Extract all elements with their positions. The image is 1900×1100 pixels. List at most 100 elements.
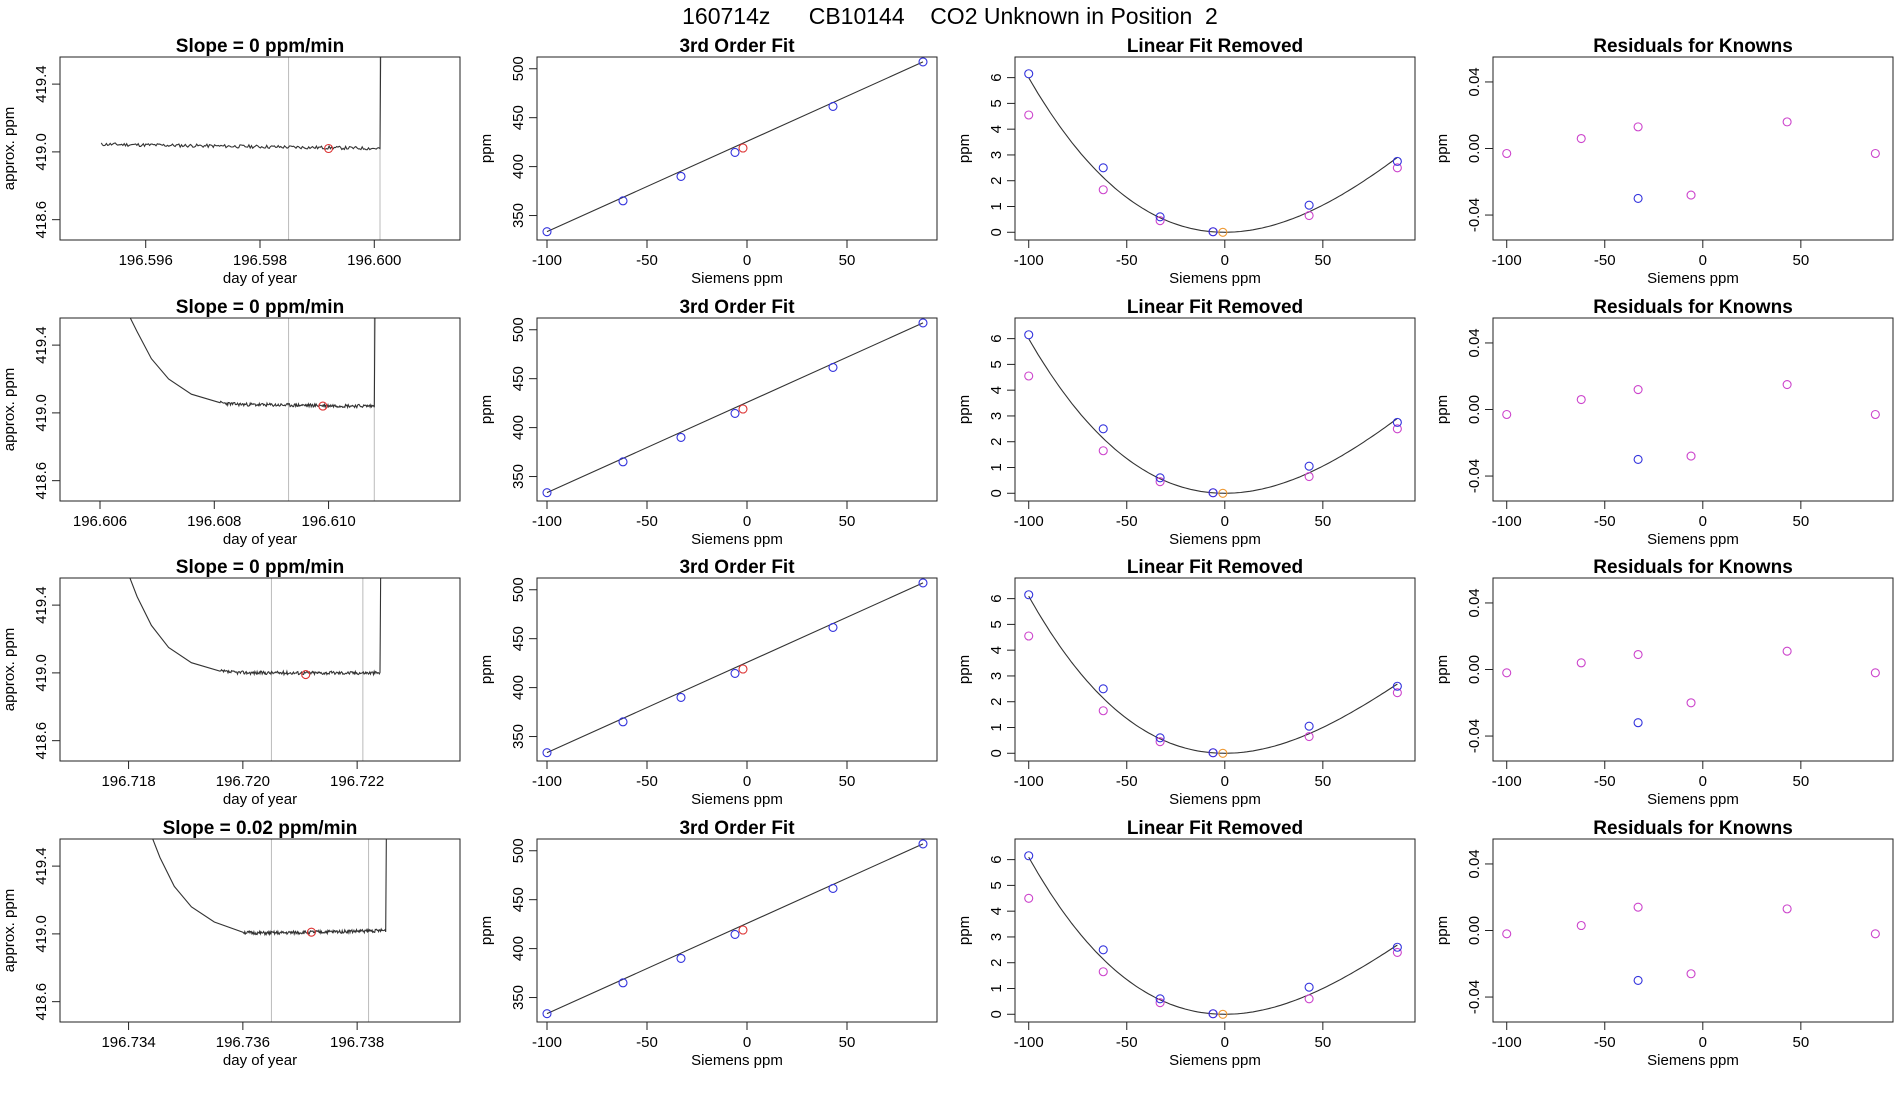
y-tick-label: 0.04 [1466, 849, 1483, 878]
panel-r1-c1: Slope = 0 ppm/min 196.596 196.598 196.600 41… [1, 36, 461, 287]
known-point [542, 227, 552, 237]
known-point [1024, 330, 1034, 340]
known-point [1392, 156, 1402, 166]
x-axis-label: Siemens ppm [1647, 531, 1739, 548]
y-tick-label: 6 [988, 855, 1005, 863]
known-point [542, 488, 552, 498]
known-point [542, 1009, 552, 1019]
known-point [618, 457, 628, 467]
x-tick-label: -100 [532, 252, 562, 269]
y-tick-label: 0.00 [1466, 916, 1483, 945]
plot-area [542, 839, 928, 1019]
plot-area [129, 578, 382, 761]
y-tick-label: 0 [988, 489, 1005, 497]
unknown-point [1218, 1009, 1228, 1019]
panel-title: Slope = 0.02 ppm/min [163, 818, 358, 839]
x-axis-label: Siemens ppm [691, 531, 783, 548]
panel-r4-c4: Residuals for Knowns -100 -50 0 50 -0.04 0.00 0… [1434, 818, 1894, 1069]
fit-curve [1028, 595, 1398, 754]
y-tick-label: 400 [510, 675, 527, 700]
y-tick-label: 450 [510, 887, 527, 912]
panel-title: 3rd Order Fit [679, 818, 795, 839]
plot-area [1502, 646, 1880, 728]
y-axis-label: approx. ppm [1, 107, 18, 190]
x-tick-label: 0 [1699, 252, 1707, 269]
y-axis-label: ppm [1434, 134, 1451, 163]
plot-area [1502, 379, 1880, 464]
x-tick-label: 50 [839, 773, 856, 790]
y-tick-label: 0.04 [1466, 67, 1483, 96]
known-point [1155, 212, 1165, 222]
known-point [1208, 227, 1218, 237]
y-tick-label: 350 [510, 464, 527, 489]
reference-point [1024, 631, 1034, 641]
x-axis-label: Siemens ppm [1169, 270, 1261, 287]
reference-point [1098, 185, 1108, 195]
x-tick-label: 50 [1314, 773, 1331, 790]
known-point [1155, 473, 1165, 483]
y-axis-label: ppm [478, 395, 495, 424]
x-axis-label: day of year [223, 1052, 297, 1069]
known-point [918, 318, 928, 328]
x-tick-label: -100 [1014, 513, 1044, 530]
y-tick-label: 419.4 [33, 586, 50, 624]
known-point [1392, 417, 1402, 427]
plot-area [542, 578, 928, 758]
panel-title: Residuals for Knowns [1593, 297, 1793, 318]
panel-frame [536, 838, 938, 1023]
panel-frame [1492, 317, 1894, 502]
panel-title: 3rd Order Fit [679, 557, 795, 578]
x-tick-label: 50 [839, 252, 856, 269]
reference-point [1304, 210, 1314, 221]
y-tick-label: 0 [988, 1010, 1005, 1018]
y-tick-label: 418.6 [33, 722, 50, 760]
known-point [730, 668, 740, 678]
y-axis-label: ppm [1434, 395, 1451, 424]
x-axis-label: Siemens ppm [1647, 1052, 1739, 1069]
known-point [618, 717, 628, 727]
x-tick-label: -100 [1014, 1034, 1044, 1051]
y-axis-label: ppm [478, 916, 495, 945]
y-tick-label: 419.4 [33, 847, 50, 885]
panel-title: 3rd Order Fit [679, 297, 795, 318]
known-point [1633, 193, 1643, 203]
y-tick-label: 4 [988, 386, 1005, 394]
reference-point [1304, 471, 1314, 482]
plot-area [1502, 117, 1880, 203]
x-axis-label: day of year [223, 791, 297, 808]
known-point [1304, 200, 1314, 210]
unknown-point [1218, 227, 1228, 237]
reference-point [1782, 646, 1792, 656]
x-tick-label: -50 [1116, 773, 1138, 790]
y-axis-label: ppm [956, 395, 973, 424]
panel-title: Residuals for Knowns [1593, 36, 1793, 57]
x-tick-label: -50 [1116, 252, 1138, 269]
panel-r4-c3: Linear Fit Removed -100 -50 0 50 0 1 2 3 4 5 6 Sieme… [956, 818, 1416, 1069]
panel-frame [536, 317, 938, 502]
unknown-point [1218, 488, 1228, 498]
y-axis-label: approx. ppm [1, 368, 18, 451]
known-point [1304, 721, 1314, 731]
x-tick-label: 0 [1221, 773, 1229, 790]
y-tick-label: 400 [510, 154, 527, 179]
y-tick-label: 2 [988, 177, 1005, 185]
reference-point [1576, 394, 1586, 405]
reference-point [1304, 994, 1314, 1004]
sample-marker [324, 143, 334, 154]
y-axis-label: ppm [478, 134, 495, 163]
reference-point [1782, 379, 1792, 390]
y-tick-label: 450 [510, 626, 527, 651]
y-tick-label: 400 [510, 415, 527, 440]
x-tick-label: -50 [1116, 513, 1138, 530]
y-tick-label: -0.04 [1466, 198, 1483, 232]
x-tick-label: 50 [1314, 1034, 1331, 1051]
y-axis-label: approx. ppm [1, 628, 18, 711]
y-tick-label: 418.6 [33, 201, 50, 239]
y-tick-label: 0.00 [1466, 655, 1483, 684]
y-tick-label: 6 [988, 334, 1005, 342]
y-tick-label: 3 [988, 672, 1005, 680]
reference-point [1502, 148, 1512, 159]
reference-point [1098, 967, 1108, 977]
x-tick-label: 196.720 [216, 773, 270, 790]
panel-r2-c4: Residuals for Knowns -100 -50 0 50 -0.04 0.00 0… [1434, 297, 1894, 548]
